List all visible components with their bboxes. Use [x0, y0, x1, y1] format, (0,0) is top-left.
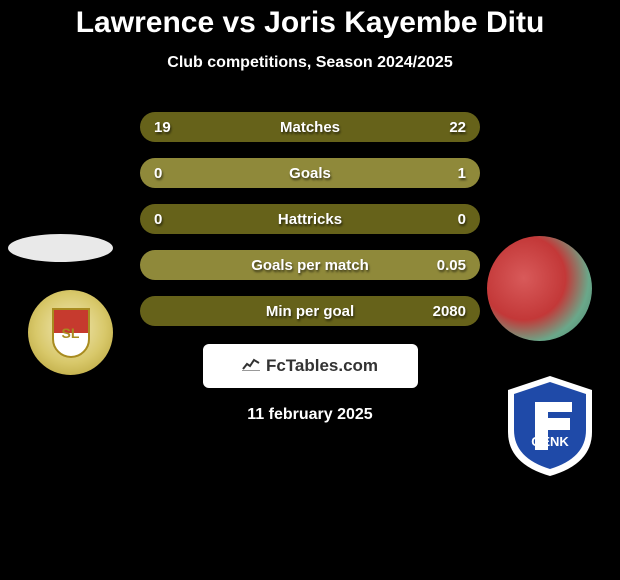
stat-label: Min per goal	[194, 303, 426, 320]
stat-right-value: 2080	[426, 303, 466, 320]
stat-right-value: 22	[426, 119, 466, 136]
stat-label: Hattricks	[194, 211, 426, 228]
stat-right-value: 1	[426, 165, 466, 182]
stat-label: Matches	[194, 119, 426, 136]
stat-row: 0Hattricks0	[140, 204, 480, 234]
stat-label: Goals per match	[194, 257, 426, 274]
right-player-avatar	[487, 236, 592, 341]
stat-left-value: 0	[154, 165, 194, 182]
stat-row: Min per goal2080	[140, 296, 480, 326]
stat-rows: 19Matches220Goals10Hattricks0Goals per m…	[140, 112, 480, 326]
page-title: Lawrence vs Joris Kayembe Ditu	[0, 6, 620, 40]
stat-left-value: 0	[154, 211, 194, 228]
left-club-logo: SL	[28, 290, 113, 375]
stat-right-value: 0	[426, 211, 466, 228]
left-club-shield: SL	[52, 308, 90, 358]
stats-area: SL GENK 19Matches220Goals10Hattricks0Goa…	[0, 112, 620, 326]
chart-icon	[242, 357, 260, 376]
footer-tag[interactable]: FcTables.com	[203, 344, 418, 388]
stat-row: 0Goals1	[140, 158, 480, 188]
stat-right-value: 0.05	[426, 257, 466, 274]
stat-row: 19Matches22	[140, 112, 480, 142]
comparison-card: Lawrence vs Joris Kayembe Ditu Club comp…	[0, 0, 620, 424]
stat-left-value: 19	[154, 119, 194, 136]
subtitle: Club competitions, Season 2024/2025	[0, 54, 620, 72]
left-player-avatar	[8, 234, 113, 262]
right-club-text: GENK	[531, 434, 569, 449]
footer-label: FcTables.com	[266, 356, 378, 376]
stat-row: Goals per match0.05	[140, 250, 480, 280]
right-club-logo: GENK	[500, 372, 600, 480]
stat-label: Goals	[194, 165, 426, 182]
